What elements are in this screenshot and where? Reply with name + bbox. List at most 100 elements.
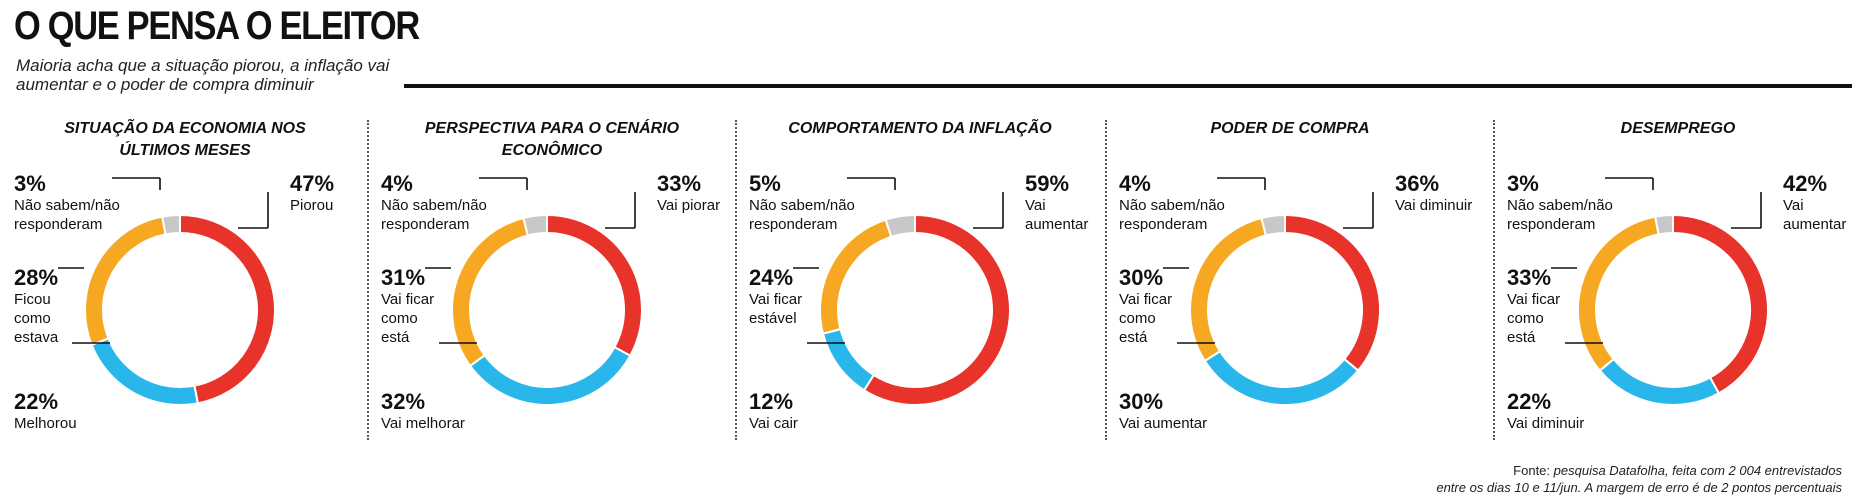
donut-panel-2: PERSPECTIVA PARA O CENÁRIO ECONÔMICO 33% Va… <box>367 110 737 450</box>
slice-label-text: está <box>1507 329 1536 346</box>
slice-label-vai-melhorar: 32% Vai melhorar <box>381 390 465 433</box>
source-note: Fonte: pesquisa Datafolha, feita com 2 0… <box>1436 462 1842 496</box>
slice-vai-diminuir <box>1284 213 1381 372</box>
header-rule <box>404 84 1852 88</box>
slice-label-vai-ficar-estavel: 24% Vai ficar estável <box>749 266 802 328</box>
slice-label-text: está <box>381 329 410 346</box>
panel-divider <box>367 120 369 440</box>
donut-panel-1: SITUAÇÃO DA ECONOMIA NOS ÚLTIMOS MESES 47%… <box>0 110 370 450</box>
slice-label-text: responderam <box>1119 216 1208 233</box>
chart-title-line: COMPORTAMENTO DA INFLAÇÃO <box>788 120 1052 137</box>
panel-divider <box>735 120 737 440</box>
slice-label-text: como <box>1119 310 1156 327</box>
chart-title-line: PERSPECTIVA PARA O CENÁRIO <box>424 120 680 137</box>
slice-label-vai-ficar-como-esta: 31% Vai ficar como está <box>381 266 434 347</box>
slice-melhorou <box>90 337 199 406</box>
slice-percent: 3% <box>14 171 46 196</box>
slice-percent: 32% <box>381 389 426 414</box>
chart-title: PODER DE COMPRA <box>1105 118 1475 140</box>
slice-vai-melhorar <box>468 345 632 406</box>
donut-panel-5: DESEMPREGO 42% Vai aumentar 22% Vai diminuir… <box>1493 110 1862 450</box>
page-title: O QUE PENSA O ELEITOR <box>14 4 420 48</box>
slice-label-text: Vai piorar <box>657 197 721 214</box>
slice-vai-aumentar <box>1203 349 1360 406</box>
slice-label-text: Vai melhorar <box>381 415 465 432</box>
slice-label-text: Vai ficar <box>1507 291 1561 308</box>
slice-label-text: Vai aumentar <box>1025 197 1089 233</box>
source-prefix: Fonte: <box>1513 463 1551 478</box>
slice-label-text: responderam <box>381 216 470 233</box>
donut-panel-3: COMPORTAMENTO DA INFLAÇÃO 59% Vai aumentar… <box>735 110 1105 450</box>
slice-label-text: Ficou <box>14 291 51 308</box>
slice-vai-diminuir <box>1598 357 1721 406</box>
slice-percent: 33% <box>657 171 702 196</box>
page-subtitle: Maioria acha que a situação piorou, a in… <box>16 56 390 94</box>
slice-label-text: responderam <box>749 216 838 233</box>
slice-percent: 28% <box>14 265 59 290</box>
slice-percent: 31% <box>381 265 426 290</box>
chart-title: DESEMPREGO <box>1493 118 1862 140</box>
slice-percent: 42% <box>1783 171 1828 196</box>
chart-title-line: SITUAÇÃO DA ECONOMIA NOS <box>64 120 306 137</box>
slice-label-vai-aumentar: 42% Vai aumentar <box>1783 172 1862 234</box>
slice-label-text: Vai aumentar <box>1119 415 1208 432</box>
slice-label-vai-diminuir: 22% Vai diminuir <box>1507 390 1584 433</box>
slice-label-text: Vai ficar <box>1119 291 1173 308</box>
slice-percent: 59% <box>1025 171 1070 196</box>
slice-percent: 24% <box>749 265 794 290</box>
slice-label-text: responderam <box>14 216 103 233</box>
donut-chart <box>793 177 1011 406</box>
slice-label-text: responderam <box>1507 216 1596 233</box>
slice-label-text: Vai cair <box>749 415 798 432</box>
slice-label-vai-piorar: 33% Vai piorar <box>657 172 720 215</box>
slice-label-text: Não sabem/não <box>1507 197 1613 214</box>
slice-percent: 36% <box>1395 171 1440 196</box>
donut-panel-4: PODER DE COMPRA 36% Vai diminuir 30% Vai aum… <box>1105 110 1475 450</box>
slice-piorou <box>179 213 276 405</box>
slice-vai-aumentar <box>862 213 1011 406</box>
slice-nao-sabem-nao-responderam <box>522 213 548 237</box>
slice-label-melhorou: 22% Melhorou <box>14 390 77 433</box>
slice-vai-piorar <box>546 213 643 358</box>
slice-vai-aumentar <box>1672 213 1769 395</box>
slice-label-text: Não sabem/não <box>1119 197 1225 214</box>
slice-percent: 4% <box>1119 171 1151 196</box>
source-line-2: entre os dias 10 e 11/jun. A margem de e… <box>1436 480 1842 495</box>
slice-label-vai-ficar-como-esta: 33% Vai ficar como está <box>1507 266 1560 347</box>
slice-label-nao-sabem-nao-responderam: 4% Não sabem/não responderam <box>1119 172 1225 234</box>
donut-chart <box>425 177 643 406</box>
donut-chart <box>58 177 276 406</box>
slice-label-nao-sabem-nao-responderam: 3% Não sabem/não responderam <box>1507 172 1613 234</box>
chart-title: COMPORTAMENTO DA INFLAÇÃO <box>735 118 1105 140</box>
slice-label-text: Vai diminuir <box>1507 415 1585 432</box>
slice-ficou-como-estava <box>84 215 167 347</box>
slice-label-text: Não sabem/não <box>749 197 855 214</box>
slice-percent: 5% <box>749 171 781 196</box>
donut-chart <box>1163 177 1381 406</box>
slice-vai-ficar-como-esta <box>1577 215 1660 372</box>
slice-label-text: Piorou <box>290 197 334 214</box>
slice-label-text: como <box>381 310 418 327</box>
slice-label-text: Não sabem/não <box>14 197 120 214</box>
chart-title-line: ECONÔMICO <box>501 142 603 159</box>
slice-percent: 47% <box>290 171 335 196</box>
slice-percent: 22% <box>1507 389 1552 414</box>
slice-percent: 22% <box>14 389 59 414</box>
slice-percent: 30% <box>1119 389 1164 414</box>
slice-label-text: Vai diminuir <box>1395 197 1473 214</box>
slice-label-nao-sabem-nao-responderam: 3% Não sabem/não responderam <box>14 172 120 234</box>
slice-nao-sabem-nao-responderam <box>1654 213 1674 236</box>
slice-label-text: Vai ficar <box>381 291 435 308</box>
slice-vai-cair <box>821 327 876 392</box>
donut-chart <box>1551 177 1769 406</box>
slice-label-vai-cair: 12% Vai cair <box>749 390 798 433</box>
slice-label-nao-sabem-nao-responderam: 5% Não sabem/não responderam <box>749 172 855 234</box>
chart-title: SITUAÇÃO DA ECONOMIA NOS ÚLTIMOS MESES <box>0 118 370 162</box>
slice-label-text: como <box>1507 310 1544 327</box>
slice-percent: 30% <box>1119 265 1164 290</box>
slice-label-text: Vai ficar <box>749 291 803 308</box>
slice-percent: 4% <box>381 171 413 196</box>
slice-nao-sabem-nao-responderam <box>1260 213 1286 237</box>
slice-label-text: Vai aumentar <box>1783 197 1847 233</box>
slice-label-text: como <box>14 310 51 327</box>
